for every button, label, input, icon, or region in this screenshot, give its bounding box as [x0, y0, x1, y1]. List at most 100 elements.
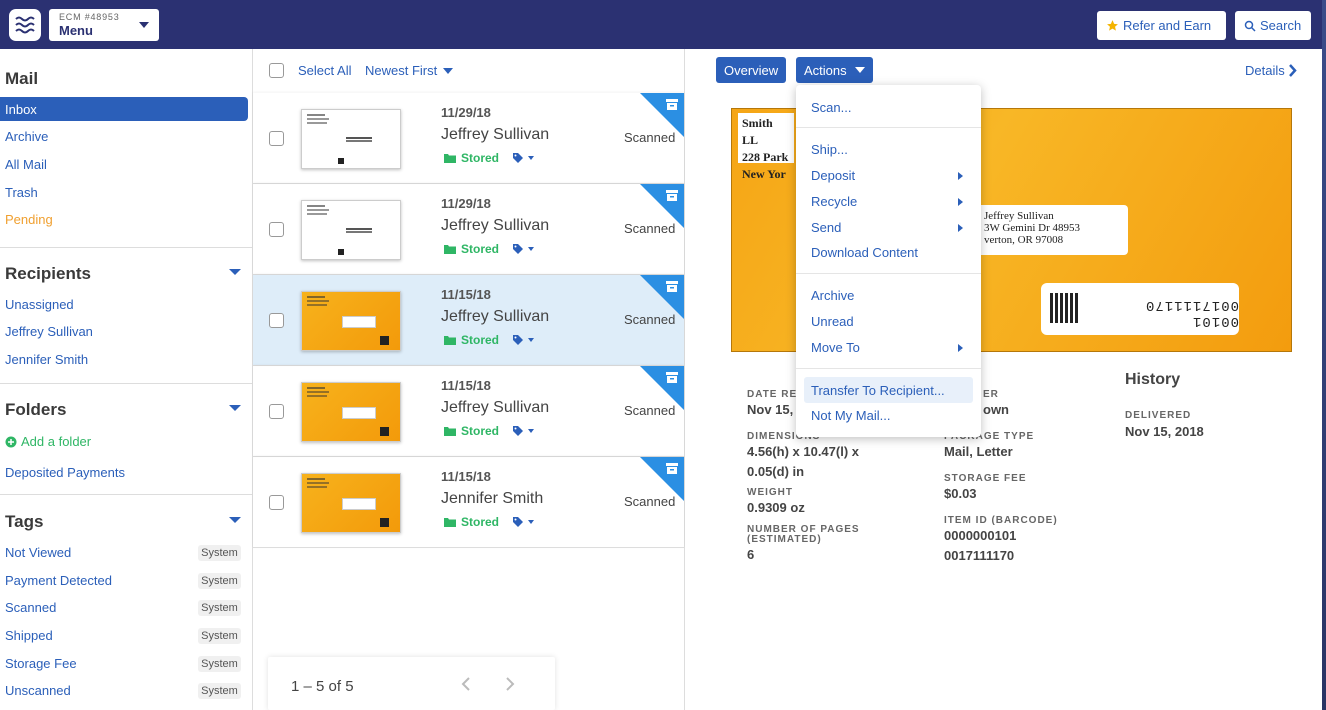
- tag-dropdown[interactable]: [513, 335, 534, 345]
- system-badge: System: [198, 573, 241, 589]
- waves-icon: [15, 16, 35, 34]
- search-label: Search: [1260, 18, 1302, 33]
- row-checkbox[interactable]: [269, 313, 284, 328]
- row-checkbox[interactable]: [269, 404, 284, 419]
- mail-item-row[interactable]: 11/15/18 Jennifer Smith Stored Scanned: [253, 457, 684, 548]
- stored-label: Stored: [461, 333, 500, 347]
- collapse-tags-icon[interactable]: [229, 517, 241, 523]
- menu-item-recycle[interactable]: Recycle: [811, 194, 858, 209]
- mail-item-row[interactable]: 11/15/18 Jeffrey Sullivan Stored Scanned: [253, 275, 684, 366]
- menu-item-ship[interactable]: Ship...: [811, 142, 848, 157]
- tag-dropdown[interactable]: [513, 517, 534, 527]
- stored-label: Stored: [461, 151, 500, 165]
- tag-not-viewed[interactable]: Not Viewed: [5, 545, 72, 560]
- caret-down-icon: [528, 156, 534, 160]
- caret-down-icon: [528, 429, 534, 433]
- add-folder-label: Add a folder: [21, 434, 92, 449]
- tag-dropdown[interactable]: [513, 153, 534, 163]
- archive-box-icon[interactable]: [666, 372, 678, 383]
- actions-dropdown-menu: Scan... Ship... Deposit Recycle Send Dow…: [796, 85, 981, 437]
- select-all-checkbox[interactable]: [269, 63, 284, 78]
- submenu-arrow-icon: [958, 344, 963, 352]
- row-checkbox[interactable]: [269, 222, 284, 237]
- stored-badge: Stored: [444, 242, 499, 256]
- search-button[interactable]: Search: [1235, 11, 1311, 40]
- storage-fee-label: STORAGE FEE: [944, 473, 1027, 484]
- barcode-text: 00101 0017111170: [1144, 297, 1239, 329]
- tag-storage-fee[interactable]: Storage Fee: [5, 656, 77, 671]
- menu-item-not-my-mail[interactable]: Not My Mail...: [811, 408, 891, 423]
- overview-button[interactable]: Overview: [716, 57, 787, 83]
- pagination: 1 – 5 of 5: [268, 657, 555, 710]
- return-line: New Yor: [742, 167, 786, 181]
- menu-item-scan[interactable]: Scan...: [811, 100, 852, 115]
- menu-label: Menu: [59, 23, 93, 38]
- return-line: Smith LL: [742, 116, 773, 147]
- folder-deposited-payments[interactable]: Deposited Payments: [5, 465, 125, 480]
- recipient-jeffrey-sullivan[interactable]: Jeffrey Sullivan: [5, 324, 93, 339]
- return-address: Smith LL 228 Park New Yor: [738, 113, 794, 181]
- tag-dropdown[interactable]: [513, 426, 534, 436]
- mail-recipient-name: Jeffrey Sullivan: [441, 217, 550, 234]
- sort-dropdown[interactable]: Newest First: [365, 63, 454, 78]
- recipient-address: Jeffrey Sullivan 3W Gemini Dr 48953 vert…: [976, 205, 1128, 255]
- chevron-left-icon[interactable]: [461, 677, 471, 691]
- tag-unscanned[interactable]: Unscanned: [5, 683, 71, 698]
- mail-thumbnail[interactable]: [301, 382, 401, 442]
- archive-box-icon[interactable]: [666, 281, 678, 292]
- sidebar-item-archive[interactable]: Archive: [5, 129, 49, 144]
- tag-shipped[interactable]: Shipped: [5, 628, 53, 643]
- collapse-folders-icon[interactable]: [229, 405, 241, 411]
- menu-separator: [796, 368, 981, 369]
- menu-item-deposit[interactable]: Deposit: [811, 168, 856, 183]
- details-label: Details: [1245, 63, 1285, 78]
- system-badge: System: [198, 683, 241, 699]
- menu-item-move-to[interactable]: Move To: [811, 340, 860, 355]
- collapse-recipients-icon[interactable]: [229, 269, 241, 275]
- menu-item-archive[interactable]: Archive: [811, 288, 855, 303]
- select-all-link[interactable]: Select All: [298, 63, 352, 78]
- archive-box-icon[interactable]: [666, 463, 678, 474]
- delivered-label: DELIVERED: [1125, 410, 1192, 421]
- tags-icon: [513, 517, 523, 527]
- mail-item-row[interactable]: 11/15/18 Jeffrey Sullivan Stored Scanned: [253, 366, 684, 457]
- logo[interactable]: [9, 9, 41, 41]
- plus-circle-icon: [5, 436, 17, 447]
- mail-thumbnail[interactable]: [301, 291, 401, 351]
- menu-button[interactable]: ECM #48953 Menu: [49, 9, 159, 41]
- mail-thumbnail[interactable]: [301, 200, 401, 260]
- caret-down-icon: [443, 67, 454, 74]
- menu-item-transfer-to-recipient[interactable]: Transfer To Recipient...: [811, 383, 945, 398]
- weight-label: WEIGHT: [747, 487, 793, 498]
- actions-button[interactable]: Actions: [796, 57, 873, 83]
- menu-item-download-content[interactable]: Download Content: [811, 245, 918, 260]
- mail-thumbnail[interactable]: [301, 473, 401, 533]
- row-checkbox[interactable]: [269, 495, 284, 510]
- sidebar: Mail Inbox Archive All Mail Trash Pendin…: [0, 49, 253, 710]
- stored-label: Stored: [461, 242, 500, 256]
- barcode-label: 00101 0017111170: [1041, 283, 1239, 335]
- mail-item-row[interactable]: 11/29/18 Jeffrey Sullivan Stored Scanned: [253, 184, 684, 275]
- tag-dropdown[interactable]: [513, 244, 534, 254]
- sidebar-item-inbox[interactable]: Inbox: [5, 102, 37, 117]
- tag-scanned[interactable]: Scanned: [5, 600, 57, 615]
- archive-box-icon[interactable]: [666, 99, 678, 110]
- sidebar-item-trash[interactable]: Trash: [5, 185, 38, 200]
- stored-label: Stored: [461, 515, 500, 529]
- menu-item-unread[interactable]: Unread: [811, 314, 854, 329]
- tag-payment-detected[interactable]: Payment Detected: [5, 573, 112, 588]
- refer-and-earn-button[interactable]: Refer and Earn: [1097, 11, 1226, 40]
- chevron-right-icon[interactable]: [505, 677, 515, 691]
- row-checkbox[interactable]: [269, 131, 284, 146]
- sidebar-item-all-mail[interactable]: All Mail: [5, 157, 47, 172]
- mail-thumbnail[interactable]: [301, 109, 401, 169]
- add-folder-link[interactable]: Add a folder: [5, 434, 91, 449]
- mail-item-row[interactable]: 11/29/18 Jeffrey Sullivan Stored Scanned: [253, 93, 684, 184]
- recipient-jennifer-smith[interactable]: Jennifer Smith: [5, 352, 89, 367]
- mail-recipient-name: Jeffrey Sullivan: [441, 308, 550, 325]
- recipient-unassigned[interactable]: Unassigned: [5, 297, 74, 312]
- menu-item-send[interactable]: Send: [811, 220, 842, 235]
- details-link[interactable]: Details: [1245, 63, 1298, 78]
- archive-box-icon[interactable]: [666, 190, 678, 201]
- sidebar-item-pending[interactable]: Pending: [5, 212, 53, 227]
